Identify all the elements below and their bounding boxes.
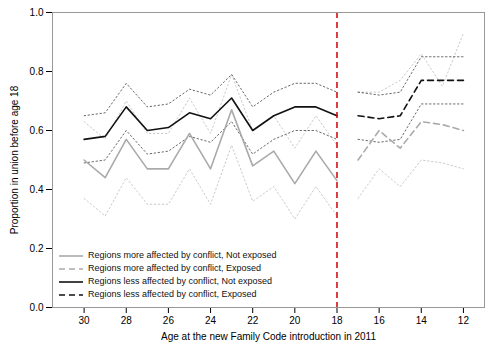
svg-text:12: 12 [458,315,470,326]
svg-text:14: 14 [416,315,428,326]
svg-text:0.4: 0.4 [30,184,44,195]
html-text:Regions more affected by confl: Regions more affected by conflict, Expos… [88,263,261,273]
svg-text:Proportion in union before age: Proportion in union before age 18 [9,85,20,234]
svg-text:Age at the new Family Code int: Age at the new Family Code introduction … [161,331,376,342]
svg-text:1.0: 1.0 [30,7,44,18]
svg-text:30: 30 [79,315,91,326]
svg-text:0.2: 0.2 [30,243,44,254]
svg-text:0.6: 0.6 [30,125,44,136]
svg-text:22: 22 [247,315,259,326]
html-text:Regions less affected by confl: Regions less affected by conflict, Not e… [88,276,272,286]
svg-text:20: 20 [289,315,301,326]
svg-text:26: 26 [163,315,175,326]
svg-text:0.8: 0.8 [30,66,44,77]
html-text:Regions more affected by confl: Regions more affected by conflict, Not e… [88,250,277,260]
svg-text:24: 24 [205,315,217,326]
svg-text:28: 28 [121,315,133,326]
svg-text:16: 16 [374,315,386,326]
svg-text:0.0: 0.0 [30,302,44,313]
svg-text:18: 18 [331,315,343,326]
html-text:Regions less affected by confl: Regions less affected by conflict, Expos… [88,289,257,299]
